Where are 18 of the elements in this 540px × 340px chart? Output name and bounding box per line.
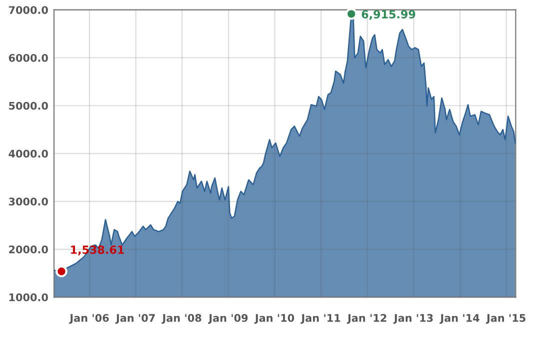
x-tick-label: Jan '15 [486,314,526,324]
annotation: 6,915.99 [362,10,416,20]
x-tick-label: Jan '13 [393,314,433,324]
y-tick-label: 4000.0 [8,150,48,158]
x-tick-label: Jan '12 [346,314,386,324]
y-tick-label: 2000.0 [9,246,48,254]
y-tick-label: 3000.0 [8,198,48,206]
x-tick-label: Jan '08 [162,314,202,324]
y-tick-label: 7000.0 [8,6,48,14]
y-tick-label: 1000.0 [9,293,48,302]
x-tick-label: Jan '10 [254,314,294,324]
x-tick-label: Jan '14 [440,314,480,324]
x-tick-label: Jan '07 [115,314,155,324]
x-tick-label: Jan '06 [69,314,109,324]
x-tick-label: Jan '11 [300,314,340,324]
x-tick-label: Jan '09 [208,314,248,324]
y-tick-label: 6000.0 [8,54,48,62]
y-tick-label: 5000.0 [9,102,48,110]
